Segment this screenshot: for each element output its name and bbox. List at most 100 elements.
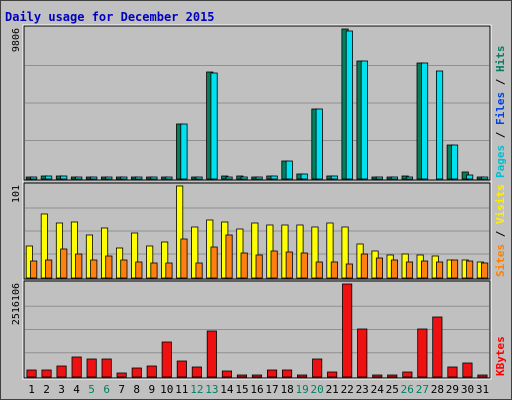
x-tick-label-day-25: 25 bbox=[386, 383, 399, 396]
panels-layer: 9806 Pages / Files / Hits 101 Sites / Visit… bbox=[11, 24, 507, 380]
x-tick-label-day-17: 17 bbox=[265, 383, 278, 396]
bar-files-day-27 bbox=[420, 62, 429, 180]
bar-files-day-9 bbox=[150, 176, 158, 180]
bar-sites-day-6 bbox=[105, 255, 113, 279]
bar-kbytes-day-4 bbox=[71, 356, 82, 378]
bar-sites-day-30 bbox=[466, 260, 474, 279]
bar-files-day-13 bbox=[210, 72, 218, 180]
x-tick-label-day-5: 5 bbox=[88, 383, 95, 396]
bar-visits-day-12 bbox=[191, 226, 199, 279]
panel-kbytes: 2516106 KBytes bbox=[11, 280, 507, 379]
bar-files-day-30 bbox=[466, 174, 474, 180]
bar-files-day-24 bbox=[375, 176, 383, 180]
bar-sites-day-4 bbox=[75, 253, 83, 279]
bar-sites-day-16 bbox=[255, 254, 263, 279]
bar-sites-day-10 bbox=[165, 262, 173, 279]
bar-files-day-29 bbox=[450, 144, 459, 180]
bar-sites-day-2 bbox=[45, 259, 53, 279]
bar-files-day-8 bbox=[135, 176, 143, 180]
panel-visits-sites: 101 Sites / Visits bbox=[11, 182, 507, 280]
bar-files-day-4 bbox=[75, 176, 83, 180]
bar-sites-day-27 bbox=[420, 260, 429, 279]
x-tick-label-day-4: 4 bbox=[73, 383, 80, 396]
bar-sites-day-26 bbox=[405, 261, 413, 279]
chart-title: Daily usage for December 2015 bbox=[5, 10, 215, 24]
x-axis-labels: 1 2 3 4 5 6 7 8 9 10 11 12 13 14 15 16 17 18 19 20 21 22 23 24 2… bbox=[28, 383, 489, 396]
bar-kbytes-day-12 bbox=[191, 366, 202, 378]
legend-item-pages: Pages bbox=[494, 145, 507, 178]
x-tick-label-day-28: 28 bbox=[431, 383, 444, 396]
x-tick-label-day-2: 2 bbox=[43, 383, 50, 396]
bar-sites-day-5 bbox=[90, 259, 98, 279]
bar-files-day-11 bbox=[180, 123, 188, 180]
bar-files-day-15 bbox=[240, 176, 248, 180]
bar-kbytes-day-9 bbox=[146, 365, 157, 378]
x-tick-label-day-8: 8 bbox=[133, 383, 140, 396]
bar-files-day-12 bbox=[195, 176, 203, 180]
x-tick-label-day-15: 15 bbox=[235, 383, 248, 396]
bar-kbytes-day-25 bbox=[387, 374, 398, 378]
bar-files-day-17 bbox=[270, 175, 278, 180]
bar-sites-day-14 bbox=[225, 234, 233, 279]
x-tick-label-day-16: 16 bbox=[250, 383, 263, 396]
legend-item-hits: Hits bbox=[494, 46, 507, 73]
x-tick-label-day-23: 23 bbox=[356, 383, 369, 396]
bar-files-day-25 bbox=[390, 176, 398, 180]
bar-kbytes-day-11 bbox=[176, 360, 187, 378]
bar-visits-day-11 bbox=[176, 185, 184, 279]
bar-files-day-5 bbox=[90, 176, 98, 180]
bar-files-day-6 bbox=[105, 176, 113, 180]
bar-files-day-14 bbox=[225, 176, 233, 180]
bar-files-day-3 bbox=[60, 175, 68, 180]
bar-kbytes-day-31 bbox=[477, 374, 488, 378]
bar-files-day-7 bbox=[120, 176, 128, 180]
x-tick-label-day-26: 26 bbox=[401, 383, 414, 396]
bar-files-day-10 bbox=[165, 176, 173, 180]
bar-sites-day-25 bbox=[390, 259, 398, 279]
bar-kbytes-day-17 bbox=[266, 369, 278, 378]
bar-visits-day-5 bbox=[85, 234, 94, 279]
bar-kbytes-day-15 bbox=[236, 374, 248, 378]
x-tick-label-day-29: 29 bbox=[446, 383, 459, 396]
legend-hits-files-pages: Pages / Files / Hits bbox=[494, 46, 507, 179]
legend-separator: / bbox=[494, 125, 507, 145]
bar-files-day-21 bbox=[330, 175, 338, 180]
plot-frame bbox=[22, 24, 492, 380]
bar-kbytes-day-18 bbox=[281, 369, 293, 378]
bar-sites-day-11 bbox=[180, 238, 188, 279]
bar-visits-day-16 bbox=[251, 222, 259, 279]
bar-kbytes-day-10 bbox=[161, 341, 172, 378]
x-tick-label-day-21: 21 bbox=[326, 383, 339, 396]
bar-kbytes-day-1 bbox=[26, 369, 37, 378]
x-tick-label-day-14: 14 bbox=[220, 383, 234, 396]
bar-kbytes-day-26 bbox=[402, 371, 413, 378]
bar-visits-day-8 bbox=[130, 232, 139, 279]
bar-sites-day-29 bbox=[450, 259, 459, 279]
bar-files-day-31 bbox=[481, 176, 489, 180]
bar-sites-day-21 bbox=[330, 261, 338, 279]
x-tick-label-day-1: 1 bbox=[28, 383, 35, 396]
bar-kbytes-day-28 bbox=[432, 316, 443, 378]
x-tick-label-day-7: 7 bbox=[118, 383, 125, 396]
bar-sites-day-19 bbox=[300, 252, 308, 279]
x-tick-label-day-3: 3 bbox=[58, 383, 65, 396]
bar-sites-day-18 bbox=[285, 251, 293, 279]
bar-sites-day-20 bbox=[315, 261, 323, 279]
bar-kbytes-day-24 bbox=[372, 374, 383, 378]
bar-sites-day-12 bbox=[195, 262, 203, 279]
bar-sites-day-7 bbox=[120, 259, 128, 279]
bar-sites-day-15 bbox=[240, 252, 248, 279]
bar-kbytes-day-29 bbox=[447, 366, 458, 378]
bar-sites-day-31 bbox=[481, 262, 489, 279]
bar-sites-day-13 bbox=[210, 246, 218, 279]
bar-files-day-18 bbox=[285, 160, 293, 180]
bar-kbytes-day-30 bbox=[462, 362, 473, 378]
bar-files-day-1 bbox=[30, 176, 38, 180]
bar-files-day-23 bbox=[360, 60, 368, 180]
bar-kbytes-day-14 bbox=[221, 370, 233, 378]
x-tick-label-day-27: 27 bbox=[416, 383, 429, 396]
legend-item-kbytes: KBytes bbox=[494, 336, 507, 376]
x-tick-label-day-12: 12 bbox=[190, 383, 203, 396]
bar-kbytes-day-13 bbox=[206, 330, 217, 378]
